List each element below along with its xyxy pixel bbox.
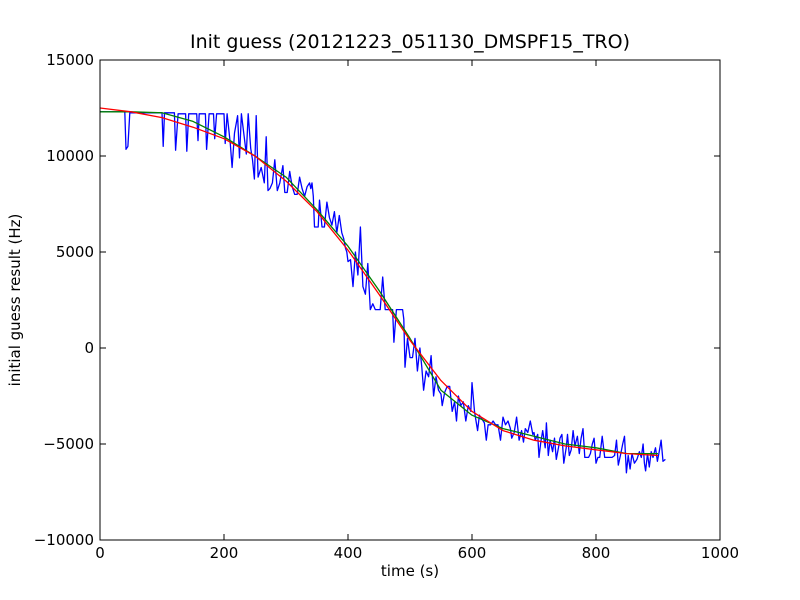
y-tick-label: 0 bbox=[84, 339, 94, 357]
plot-frame bbox=[99, 59, 721, 541]
y-axis-label: initial guess result (Hz) bbox=[6, 214, 24, 387]
y-tick-label: 5000 bbox=[56, 243, 94, 261]
x-tick-label: 400 bbox=[334, 544, 363, 562]
x-tick-label: 1000 bbox=[701, 544, 739, 562]
x-tick-label: 0 bbox=[95, 544, 105, 562]
x-axis: 0 200 400 600 800 1000 bbox=[95, 60, 739, 562]
series-layer bbox=[100, 107, 666, 474]
x-axis-label: time (s) bbox=[381, 562, 439, 580]
series-line-2 bbox=[100, 107, 659, 457]
y-tick-label: −5000 bbox=[43, 435, 94, 453]
series-line-1 bbox=[100, 111, 658, 455]
x-tick-label: 600 bbox=[458, 544, 487, 562]
x-tick-label: 200 bbox=[210, 544, 239, 562]
y-axis: −10000 −5000 0 5000 10000 15000 bbox=[34, 51, 720, 549]
y-tick-label: −10000 bbox=[34, 531, 94, 549]
chart-title: Init guess (20121223_051130_DMSPF15_TRO) bbox=[190, 31, 630, 53]
y-tick-label: 10000 bbox=[46, 147, 94, 165]
series-line-0 bbox=[100, 111, 666, 474]
x-tick-label: 800 bbox=[582, 544, 611, 562]
y-tick-label: 15000 bbox=[46, 51, 94, 69]
